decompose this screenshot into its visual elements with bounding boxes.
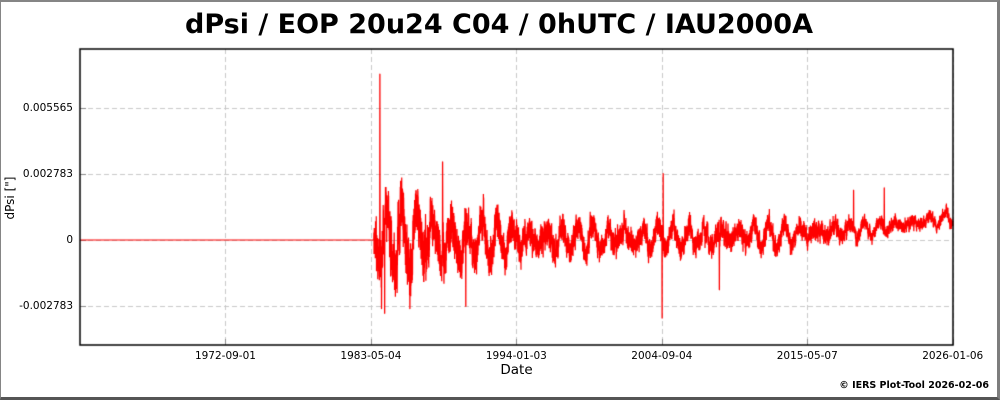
x-tick-label: 1994-01-03 bbox=[485, 350, 547, 362]
y-axis-title: dPsi ["] bbox=[3, 176, 17, 220]
x-tick-label: 2004-09-04 bbox=[631, 350, 693, 362]
x-tick-label: 2015-05-07 bbox=[776, 350, 838, 362]
chart-title: dPsi / EOP 20u24 C04 / 0hUTC / IAU2000A bbox=[185, 9, 813, 40]
x-axis-title: Date bbox=[500, 362, 533, 378]
y-tick-label: -0.002783 bbox=[19, 299, 73, 312]
x-tick-label: 2026-01-06 bbox=[922, 350, 984, 362]
x-tick-label: 1972-09-01 bbox=[194, 350, 256, 362]
credit-text: © IERS Plot-Tool 2026-02-06 bbox=[839, 380, 989, 391]
y-tick-label: 0.005565 bbox=[22, 102, 73, 115]
y-tick-label: 0.002783 bbox=[22, 167, 73, 180]
y-tick-label: 0 bbox=[66, 233, 73, 246]
x-tick-label: 1983-05-04 bbox=[340, 350, 402, 362]
